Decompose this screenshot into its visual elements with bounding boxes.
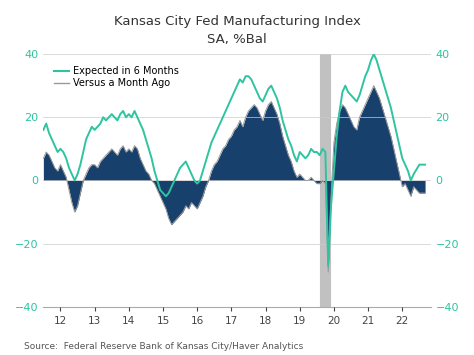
Text: Source:  Federal Reserve Bank of Kansas City/Haver Analytics: Source: Federal Reserve Bank of Kansas C… [24,343,303,351]
Legend: Expected in 6 Months, Versus a Month Ago: Expected in 6 Months, Versus a Month Ago [52,64,180,90]
Title: Kansas City Fed Manufacturing Index
SA, %Bal: Kansas City Fed Manufacturing Index SA, … [114,15,360,46]
